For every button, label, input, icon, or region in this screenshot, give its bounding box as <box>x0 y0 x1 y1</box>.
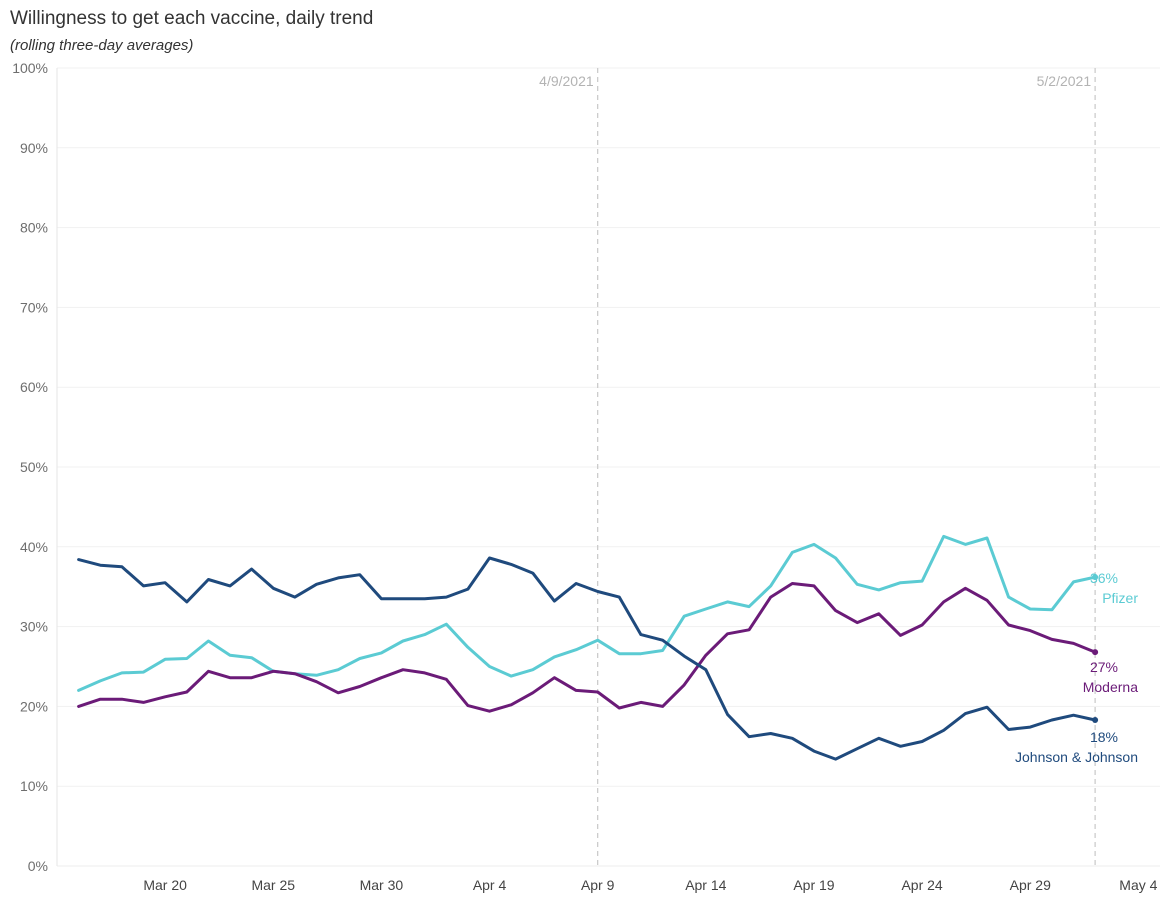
series-lines <box>77 534 1099 761</box>
y-axis: 0% 10% 20% 30% 40% 50% 60% 70% 80% 90% 100% <box>12 60 48 874</box>
x-tick-label: Apr 24 <box>901 877 942 893</box>
reference-line-label: 5/2/2021 <box>1037 73 1092 89</box>
end-value-label: 18% <box>1090 729 1118 745</box>
end-value-label: 36% <box>1090 570 1118 586</box>
end-labels: 36% Pfizer 27% Moderna 18% Johnson & Johnson <box>1015 570 1138 765</box>
y-tick-label: 20% <box>20 698 48 714</box>
x-tick-label: Apr 14 <box>685 877 726 893</box>
y-tick-label: 90% <box>20 140 48 156</box>
x-tick-label: Mar 30 <box>360 877 404 893</box>
series-line-pfizer <box>77 534 1097 692</box>
series-line-moderna <box>77 582 1097 713</box>
series-name-label: Moderna <box>1083 679 1138 695</box>
series-end-marker <box>1092 574 1099 581</box>
series-name-label: Pfizer <box>1102 590 1138 606</box>
y-tick-label: 30% <box>20 619 48 635</box>
reference-line-label: 4/9/2021 <box>539 73 594 89</box>
x-tick-label: Apr 9 <box>581 877 615 893</box>
series-end-marker <box>1092 716 1099 723</box>
x-tick-label: Mar 20 <box>143 877 187 893</box>
series-line-johnson-johnson <box>77 556 1097 761</box>
x-tick-label: Apr 29 <box>1010 877 1051 893</box>
reference-lines: 4/9/2021 5/2/2021 <box>539 68 1096 866</box>
y-tick-label: 80% <box>20 220 48 236</box>
y-tick-label: 60% <box>20 379 48 395</box>
x-tick-label: May 4 <box>1119 877 1157 893</box>
x-axis: Mar 20 Mar 25 Mar 30 Apr 4 Apr 9 Apr 14 Apr 19… <box>143 877 1157 893</box>
y-tick-label: 70% <box>20 299 48 315</box>
gridlines <box>56 67 1160 867</box>
end-value-label: 27% <box>1090 659 1118 675</box>
y-tick-label: 100% <box>12 60 48 76</box>
x-tick-label: Apr 4 <box>473 877 507 893</box>
y-tick-label: 40% <box>20 539 48 555</box>
x-tick-label: Mar 25 <box>251 877 295 893</box>
x-tick-label: Apr 19 <box>793 877 834 893</box>
y-tick-label: 50% <box>20 459 48 475</box>
chart-title: Willingness to get each vaccine, daily t… <box>10 8 374 29</box>
y-tick-label: 10% <box>20 778 48 794</box>
chart-subtitle: (rolling three-day averages) <box>10 37 194 54</box>
series-end-marker <box>1092 649 1099 656</box>
y-tick-label: 0% <box>28 858 48 874</box>
series-name-label: Johnson & Johnson <box>1015 749 1138 765</box>
